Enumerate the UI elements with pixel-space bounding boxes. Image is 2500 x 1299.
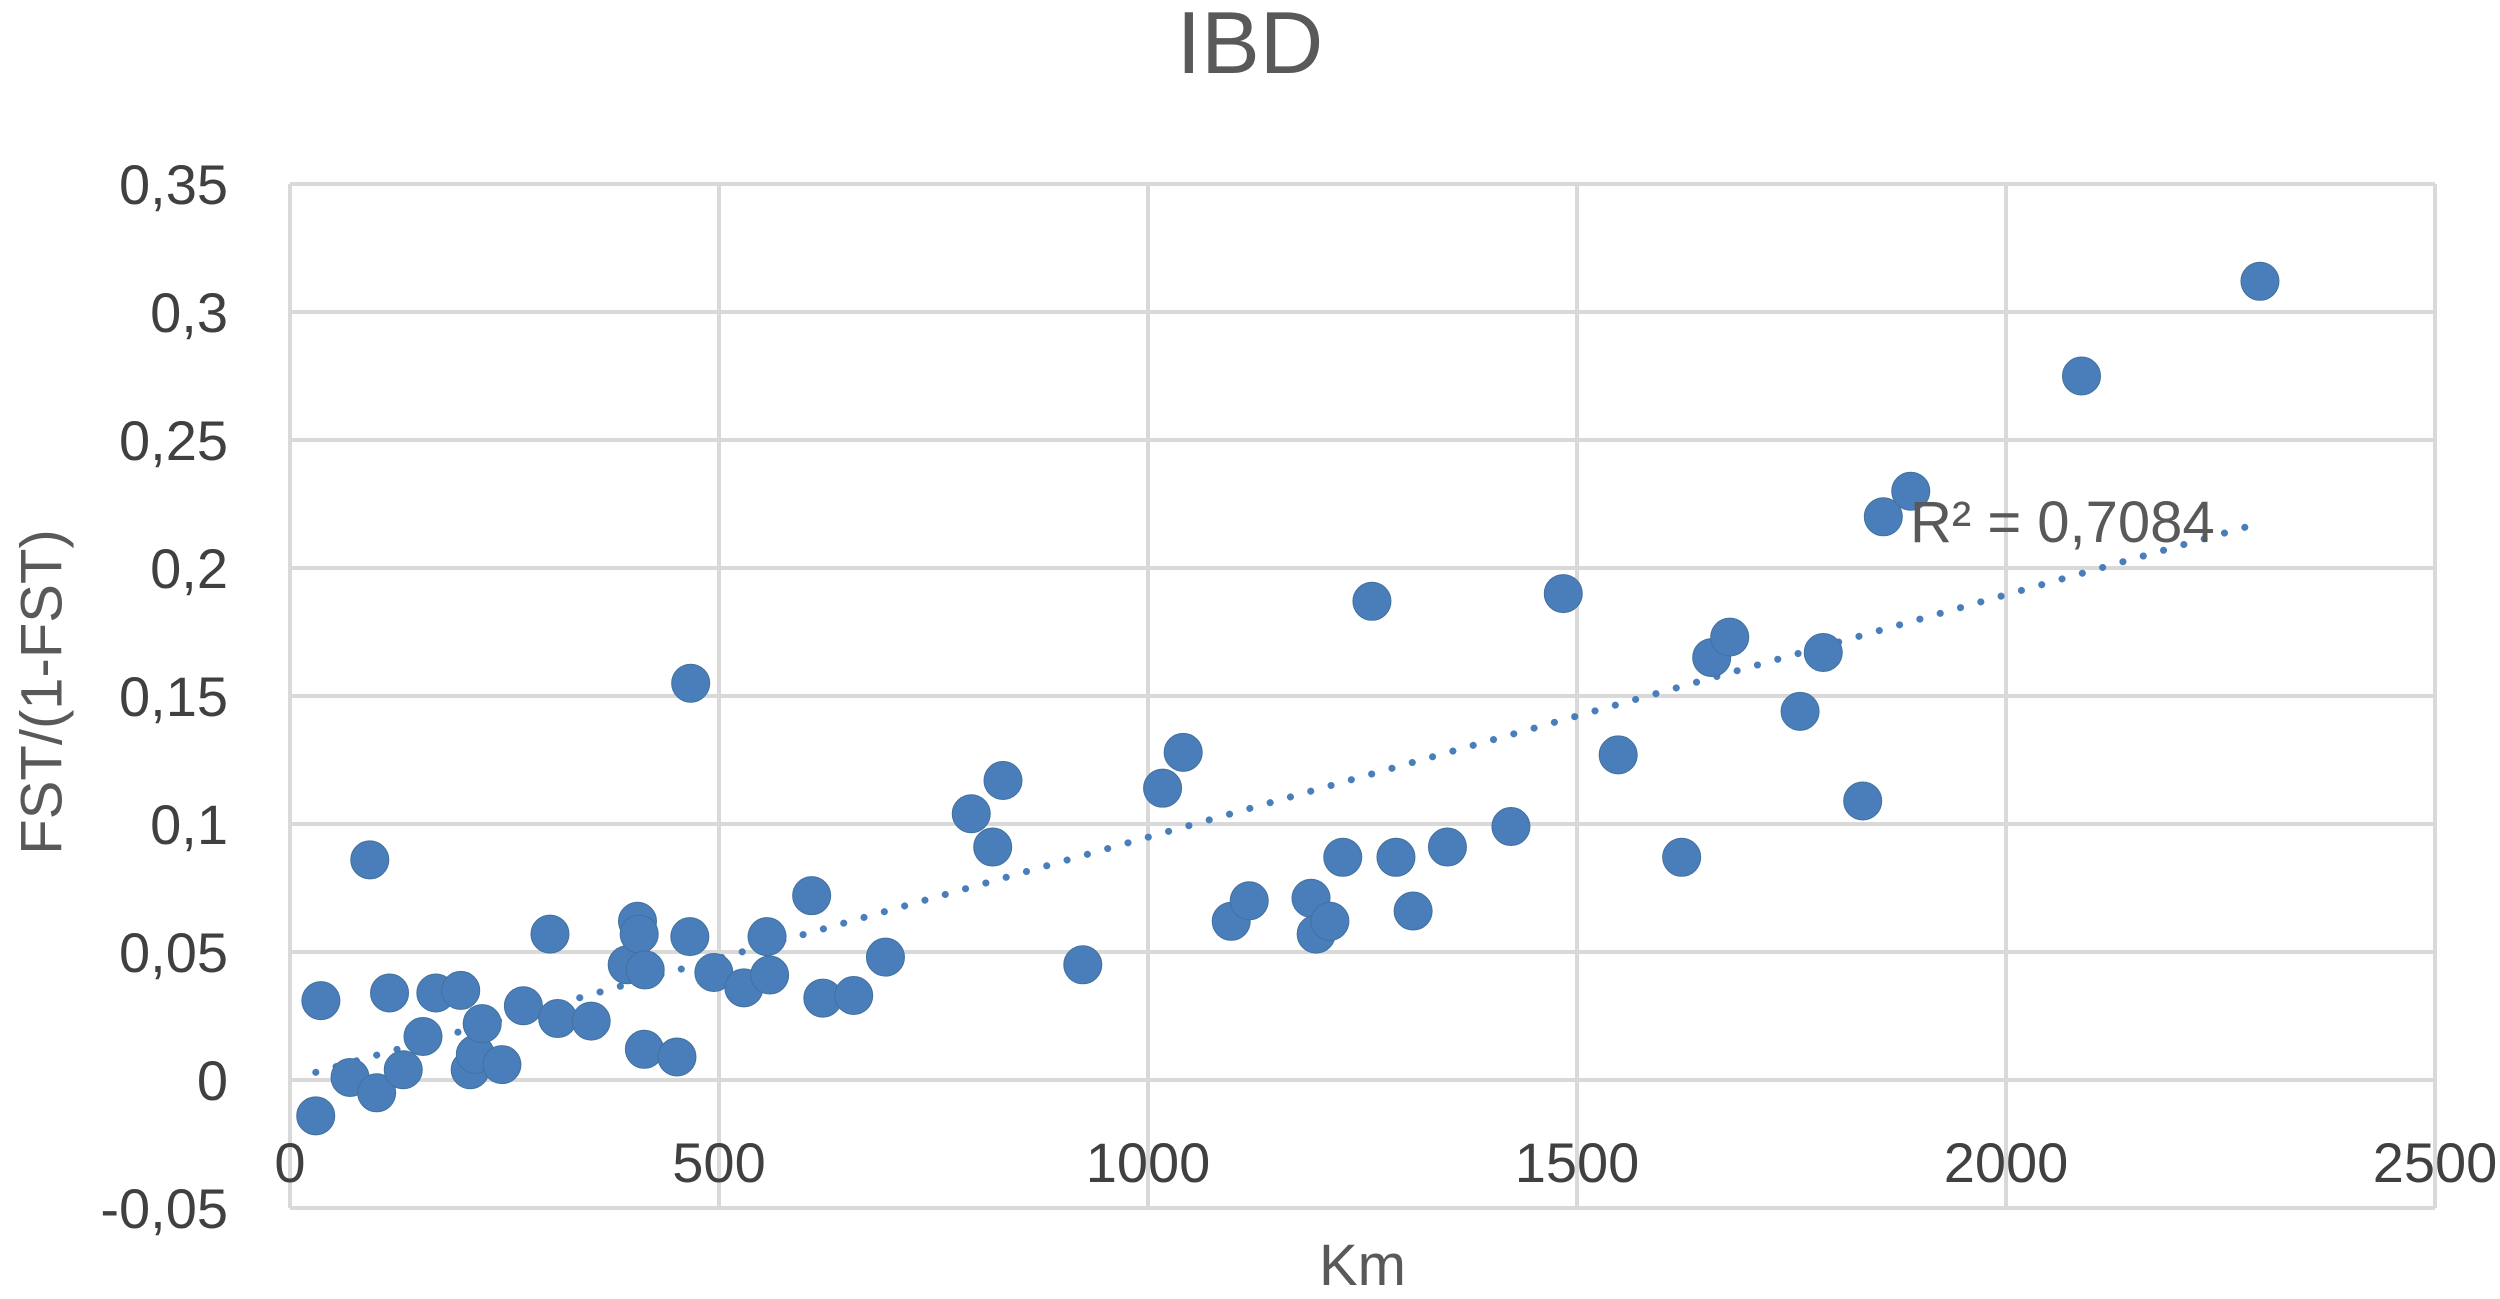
data-point bbox=[2062, 356, 2102, 396]
data-point bbox=[747, 917, 787, 957]
data-point bbox=[1063, 945, 1103, 985]
chart-title: IBD bbox=[1176, 0, 1324, 92]
x-tick-label: 0 bbox=[274, 1131, 305, 1194]
data-point bbox=[1143, 768, 1183, 808]
data-point bbox=[1310, 901, 1350, 941]
data-point bbox=[670, 917, 710, 957]
data-point bbox=[1393, 891, 1433, 931]
x-tick-label: 1500 bbox=[1515, 1131, 1640, 1194]
data-point bbox=[538, 999, 578, 1039]
data-point bbox=[865, 937, 905, 977]
x-axis-title: Km bbox=[1319, 1233, 1406, 1298]
data-point bbox=[571, 1001, 611, 1041]
y-tick-label: 0,25 bbox=[119, 409, 228, 472]
data-point bbox=[1543, 574, 1583, 614]
data-point bbox=[1710, 617, 1750, 657]
y-tick-label: 0,05 bbox=[119, 921, 228, 984]
gridlines bbox=[288, 182, 2437, 1210]
data-point bbox=[2240, 261, 2280, 301]
data-point bbox=[1163, 732, 1203, 772]
data-point bbox=[671, 663, 711, 703]
data-point bbox=[301, 981, 341, 1021]
data-point bbox=[403, 1016, 443, 1056]
data-point bbox=[657, 1037, 697, 1077]
data-point bbox=[530, 914, 570, 954]
data-point bbox=[1376, 837, 1416, 877]
data-point bbox=[441, 970, 481, 1010]
data-point bbox=[503, 986, 543, 1026]
y-tick-label: 0,2 bbox=[150, 537, 228, 600]
data-point bbox=[834, 976, 874, 1016]
data-point bbox=[462, 1004, 502, 1044]
data-point bbox=[1662, 837, 1702, 877]
y-tick-label: 0,1 bbox=[150, 793, 228, 856]
trendline bbox=[312, 520, 2259, 1076]
data-point bbox=[350, 840, 390, 880]
x-tick-label: 2500 bbox=[2373, 1131, 2498, 1194]
x-tick-label: 1000 bbox=[1086, 1131, 1211, 1194]
data-point bbox=[624, 1029, 664, 1069]
data-point bbox=[383, 1050, 423, 1090]
y-tick-label: 0,15 bbox=[119, 665, 228, 728]
x-tick-label: 500 bbox=[672, 1131, 765, 1194]
data-point bbox=[951, 794, 991, 834]
data-point bbox=[792, 876, 832, 916]
y-axis-ticks: -0,05 0 0,05 0,1 0,15 0,2 0,25 0,3 0,35 bbox=[100, 153, 228, 1240]
data-point bbox=[1352, 581, 1392, 621]
y-tick-label: 0,35 bbox=[119, 153, 228, 216]
data-point bbox=[1891, 471, 1931, 511]
data-points bbox=[296, 261, 2280, 1136]
data-point bbox=[1780, 691, 1820, 731]
y-tick-label: 0,3 bbox=[150, 281, 228, 344]
y-tick-label: 0 bbox=[197, 1049, 228, 1112]
data-point bbox=[983, 760, 1023, 800]
r-squared-text: R² = 0,7084 bbox=[1910, 490, 2215, 555]
data-point bbox=[1323, 837, 1363, 877]
data-point bbox=[625, 950, 665, 990]
data-point bbox=[370, 973, 410, 1013]
x-tick-label: 2000 bbox=[1944, 1131, 2069, 1194]
data-point bbox=[1843, 781, 1883, 821]
trendline-dotted bbox=[312, 520, 2259, 1076]
data-point bbox=[1863, 497, 1903, 537]
data-point bbox=[1803, 632, 1843, 672]
data-point bbox=[296, 1096, 336, 1136]
data-point bbox=[750, 955, 790, 995]
data-point bbox=[1491, 807, 1531, 847]
data-point bbox=[1598, 735, 1638, 775]
data-point bbox=[357, 1073, 397, 1113]
data-point bbox=[619, 914, 659, 954]
data-point bbox=[1427, 827, 1467, 867]
data-point bbox=[973, 827, 1013, 867]
r-squared-label: R² = 0,7084 bbox=[1910, 490, 2215, 555]
data-point bbox=[482, 1045, 522, 1085]
x-axis-ticks: 0 500 1000 1500 2000 2500 bbox=[274, 1131, 2497, 1194]
y-tick-label: -0,05 bbox=[100, 1177, 228, 1240]
data-point bbox=[1229, 881, 1269, 921]
